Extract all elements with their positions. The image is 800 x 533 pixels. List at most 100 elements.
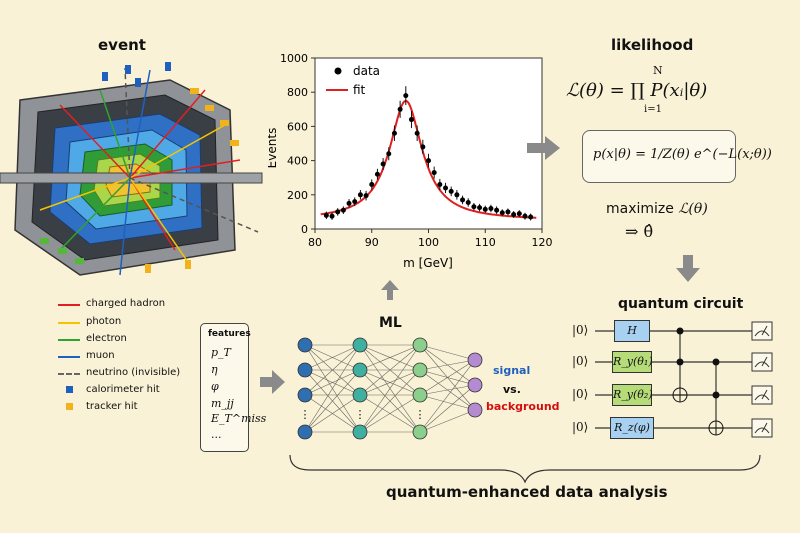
nn-edge (419, 359, 476, 433)
data-point (516, 211, 522, 217)
y-axis-ticks: 0 200 400 600 800 1000 (280, 52, 315, 236)
maximize-text: maximize ℒ(θ) (606, 201, 708, 217)
prod-upper-limit: N (653, 64, 663, 77)
data-point (482, 206, 488, 212)
legend-label: charged hadron (86, 298, 166, 309)
chart-legend: data fit (326, 64, 380, 97)
data-point (335, 209, 341, 215)
data-point (443, 185, 449, 191)
data-point (408, 117, 414, 123)
data-point (386, 151, 392, 157)
nn-node (352, 387, 368, 403)
nn-node (467, 352, 483, 368)
data-point (437, 182, 443, 188)
data-point (403, 93, 409, 99)
x-axis-label: m [GeV] (403, 256, 453, 270)
nn-node (352, 337, 368, 353)
likelihood-formula: ℒ(θ) = ∏ P(xᵢ|θ) (566, 80, 708, 101)
nn-edge (419, 384, 476, 396)
data-points (323, 86, 534, 221)
legend-swatch (58, 304, 80, 306)
data-point (448, 188, 454, 194)
event-title: event (98, 36, 146, 54)
nn-ellipsis: ⋮ (355, 408, 366, 421)
y-tick-label: 800 (287, 86, 308, 99)
data-point (340, 207, 346, 213)
data-point (511, 211, 517, 217)
feature-more: ... (211, 428, 222, 441)
nn-edge (419, 359, 476, 371)
qubit-label: |0⟩ (572, 323, 589, 337)
legend-label: neutrino (invisible) (86, 367, 181, 378)
nn-node (412, 337, 428, 353)
y-axis-label: Events (268, 128, 279, 169)
y-tick-label: 1000 (280, 52, 308, 65)
maximize-L: ℒ(θ) (678, 201, 708, 217)
data-point (414, 130, 420, 136)
likelihood-title: likelihood (611, 36, 694, 54)
signal-label: signal (493, 364, 531, 377)
control-dot (676, 327, 684, 335)
y-tick-label: 600 (287, 120, 308, 133)
data-point (454, 192, 460, 198)
legend-swatch (66, 403, 73, 410)
nn-node (297, 387, 313, 403)
data-point (323, 212, 329, 218)
nn-edge (419, 394, 476, 411)
nn-edge (359, 369, 421, 433)
data-point (352, 199, 358, 205)
data-point (465, 199, 471, 205)
analysis-brace (289, 454, 761, 484)
quantum-circuit-title: quantum circuit (618, 296, 744, 312)
data-point (528, 214, 534, 220)
data-point (374, 171, 380, 177)
nn-edge (359, 394, 421, 433)
theta-hat: ⇒ θ̂ (625, 222, 654, 241)
arrow-likelihood-to-circuit (676, 255, 700, 282)
measurement-meters (751, 321, 773, 438)
legend-fit-label: fit (353, 83, 366, 97)
nn-edge (419, 384, 476, 433)
y-tick-label: 400 (287, 155, 308, 168)
nn-node (297, 362, 313, 378)
legend-data-label: data (353, 64, 380, 78)
x-tick-label: 90 (365, 236, 379, 249)
gate-hadamard: H (614, 320, 650, 342)
legend-swatch (58, 339, 80, 341)
neural-network: ⋮ ⋮ ⋮ (297, 337, 483, 440)
nn-edge (304, 344, 361, 396)
nn-node (297, 337, 313, 353)
particle-tracks (39, 67, 259, 276)
legend-data-marker (334, 67, 342, 75)
nn-ellipsis: ⋮ (415, 408, 426, 421)
qubit-label: |0⟩ (572, 387, 589, 401)
y-tick-label: 0 (301, 223, 308, 236)
data-point (499, 210, 505, 216)
data-point (346, 200, 352, 206)
features-title: features (208, 329, 251, 339)
feature-eta: η (211, 363, 218, 376)
calorimeter-hits (102, 62, 171, 87)
nn-node (412, 424, 428, 440)
legend-label: calorimeter hit (86, 384, 160, 395)
data-point (488, 205, 494, 211)
nn-edge (359, 344, 421, 433)
data-point (363, 193, 369, 199)
gate-rz-phi: R_z(φ) (610, 417, 654, 439)
data-point (357, 192, 363, 198)
control-dot (712, 391, 720, 399)
x-tick-label: 100 (418, 236, 439, 249)
data-point (471, 204, 477, 210)
feature-pt: p_T (211, 346, 231, 359)
nn-node (467, 402, 483, 418)
x-tick-label: 110 (475, 236, 496, 249)
legend-swatch (66, 386, 73, 393)
y-tick-label: 200 (287, 189, 308, 202)
arrow-chart-to-likelihood (527, 136, 560, 160)
ml-title: ML (379, 315, 402, 331)
nn-edge (304, 344, 361, 433)
nn-node (297, 424, 313, 440)
legend-label: muon (86, 350, 115, 361)
electron-hits (40, 238, 84, 264)
data-point (380, 161, 386, 167)
